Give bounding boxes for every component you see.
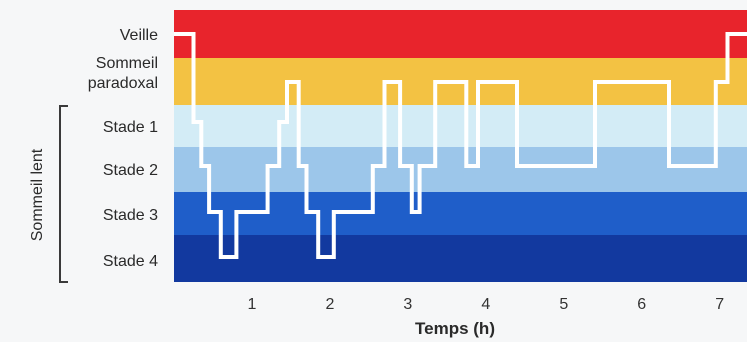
hypnogram-line xyxy=(174,32,747,259)
band-stade2 xyxy=(174,147,747,192)
band-stade1 xyxy=(174,105,747,147)
x-axis-label: Temps (h) xyxy=(415,319,495,338)
stage-label-veille: Veille xyxy=(120,27,158,44)
stage-label-stade1: Stade 1 xyxy=(103,119,158,136)
stage-label-stade3: Stade 3 xyxy=(103,207,158,224)
stage-label-paradoxal: Sommeil paradoxal xyxy=(88,55,158,92)
x-tick-3: 3 xyxy=(403,296,412,313)
sommeil-lent-bracket: Sommeil lent xyxy=(29,105,68,283)
x-tick-labels: 1 2 3 4 5 6 7 xyxy=(248,296,725,313)
stage-label-stade2: Stade 2 xyxy=(103,162,158,179)
band-veille xyxy=(174,10,747,58)
bracket-line xyxy=(59,105,68,283)
band-stade4 xyxy=(174,235,747,282)
x-tick-2: 2 xyxy=(325,296,334,313)
stage-labels: Veille Sommeil paradoxal Stade 1 Stade 2 Stad… xyxy=(88,27,158,270)
x-tick-5: 5 xyxy=(559,296,568,313)
x-tick-1: 1 xyxy=(248,296,257,313)
stage-bands xyxy=(174,10,747,282)
x-tick-7: 7 xyxy=(715,296,724,313)
x-tick-4: 4 xyxy=(481,296,490,313)
group-label: Sommeil lent xyxy=(29,148,46,241)
x-tick-6: 6 xyxy=(637,296,646,313)
stage-label-stade4: Stade 4 xyxy=(103,253,158,270)
